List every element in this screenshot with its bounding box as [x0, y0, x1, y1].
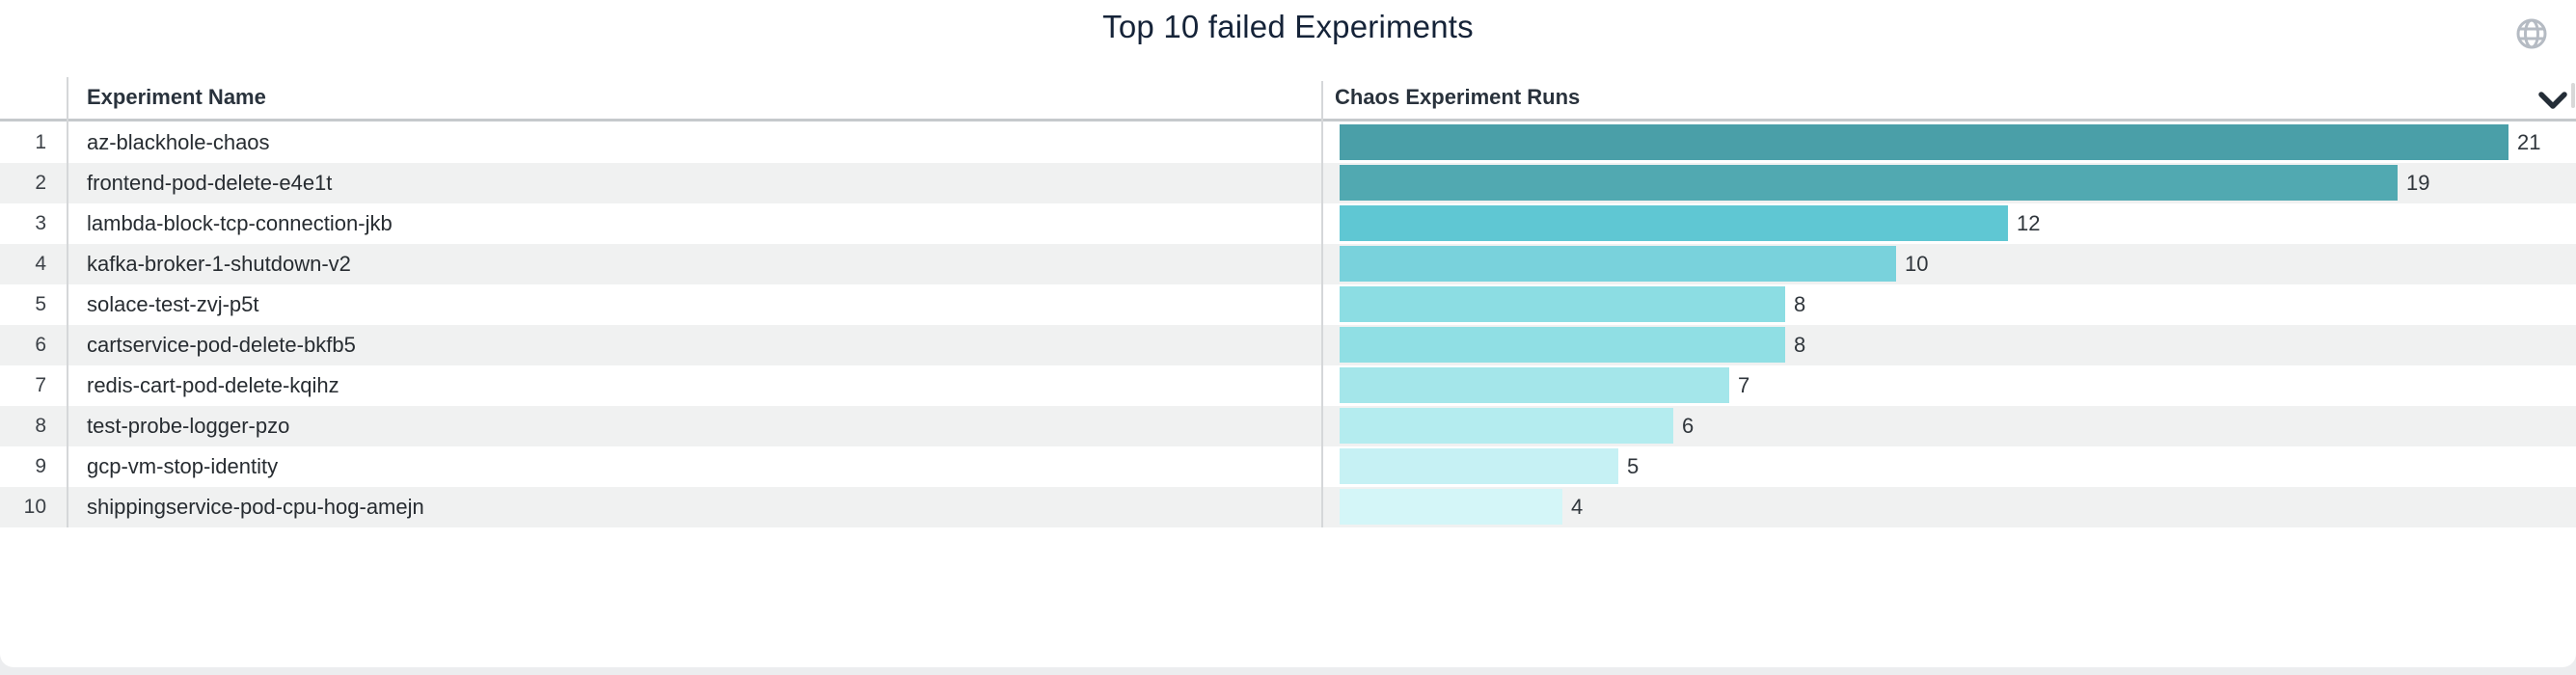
table-row: 10 shippingservice-pod-cpu-hog-amejn 4: [0, 487, 2576, 527]
table-row: 9 gcp-vm-stop-identity 5: [0, 446, 2576, 487]
row-rank: 1: [35, 131, 46, 153]
row-rank: 5: [35, 293, 46, 315]
table-row: 5 solace-test-zvj-p5t 8: [0, 284, 2576, 325]
run-count-bar[interactable]: [1340, 367, 1729, 403]
experiment-name: lambda-block-tcp-connection-jkb: [87, 211, 393, 235]
scrollbar-thumb[interactable]: [2571, 83, 2575, 108]
experiment-name: cartservice-pod-delete-bkfb5: [87, 333, 356, 357]
run-count-bar[interactable]: [1340, 327, 1785, 363]
experiment-name: solace-test-zvj-p5t: [87, 292, 259, 316]
experiment-name: shippingservice-pod-cpu-hog-amejn: [87, 495, 424, 519]
table-row: 3 lambda-block-tcp-connection-jkb 12: [0, 203, 2576, 244]
run-count-label: 8: [1794, 292, 1806, 316]
experiment-name: frontend-pod-delete-e4e1t: [87, 171, 333, 195]
run-count-bar[interactable]: [1340, 124, 2508, 160]
rank-column-divider: [67, 77, 68, 527]
run-count-label: 5: [1627, 454, 1640, 478]
row-rank: 6: [35, 334, 46, 356]
table-header: Experiment Name Chaos Experiment Runs: [0, 72, 2576, 122]
run-count-label: 8: [1794, 333, 1806, 357]
run-count-bar[interactable]: [1340, 165, 2398, 201]
row-rank: 9: [35, 455, 46, 477]
row-rank: 10: [23, 496, 46, 518]
column-header-experiment-name: Experiment Name: [87, 85, 266, 109]
table-row: 4 kafka-broker-1-shutdown-v2 10: [0, 244, 2576, 284]
run-count-label: 10: [1905, 252, 1929, 276]
experiment-name: test-probe-logger-pzo: [87, 414, 290, 438]
table-row: 2 frontend-pod-delete-e4e1t 19: [0, 163, 2576, 203]
column-divider: [1321, 81, 1323, 527]
globe-icon[interactable]: [2513, 15, 2550, 52]
experiment-name: az-blackhole-chaos: [87, 130, 270, 154]
column-header-chaos-experiment-runs: Chaos Experiment Runs: [1335, 85, 1581, 109]
run-count-bar[interactable]: [1340, 408, 1673, 444]
table-row: 1 az-blackhole-chaos 21: [0, 122, 2576, 163]
run-count-bar[interactable]: [1340, 286, 1785, 322]
row-rank: 2: [35, 172, 46, 194]
run-count-bar[interactable]: [1340, 246, 1896, 282]
run-count-label: 19: [2406, 171, 2430, 195]
experiment-rows: 1 az-blackhole-chaos 21 2 frontend-pod-delet…: [0, 122, 2576, 527]
run-count-label: 21: [2517, 130, 2541, 154]
table-row: 8 test-probe-logger-pzo 6: [0, 406, 2576, 446]
table-row: 6 cartservice-pod-delete-bkfb5 8: [0, 325, 2576, 365]
experiment-name: redis-cart-pod-delete-kqihz: [87, 373, 339, 397]
run-count-label: 4: [1571, 495, 1584, 519]
chevron-down-icon[interactable]: [2535, 89, 2571, 114]
experiment-name: kafka-broker-1-shutdown-v2: [87, 252, 351, 276]
run-count-bar[interactable]: [1340, 448, 1618, 484]
run-count-label: 6: [1682, 414, 1695, 438]
row-rank: 8: [35, 415, 46, 437]
table-row: 7 redis-cart-pod-delete-kqihz 7: [0, 365, 2576, 406]
row-rank: 4: [35, 253, 46, 275]
run-count-bar[interactable]: [1340, 489, 1562, 525]
chart-title: Top 10 failed Experiments: [1102, 9, 1474, 44]
row-rank: 3: [35, 212, 46, 234]
experiment-name: gcp-vm-stop-identity: [87, 454, 279, 478]
row-rank: 7: [35, 374, 46, 396]
run-count-label: 7: [1738, 373, 1750, 397]
run-count-bar[interactable]: [1340, 205, 2008, 241]
run-count-label: 12: [2017, 211, 2041, 235]
